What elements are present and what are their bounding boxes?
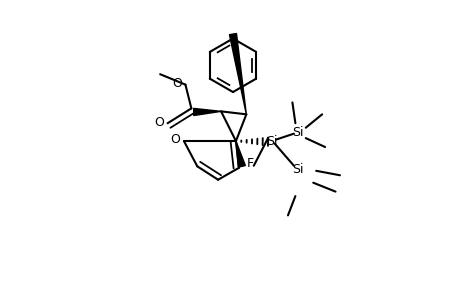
Text: O: O — [170, 133, 179, 146]
Polygon shape — [229, 34, 246, 114]
Polygon shape — [193, 108, 221, 116]
Text: Si: Si — [292, 163, 303, 176]
Polygon shape — [235, 141, 245, 167]
Text: F: F — [246, 157, 254, 170]
Text: Si: Si — [292, 126, 303, 139]
Text: O: O — [172, 77, 182, 90]
Text: Si: Si — [265, 135, 277, 148]
Text: O: O — [154, 116, 164, 129]
